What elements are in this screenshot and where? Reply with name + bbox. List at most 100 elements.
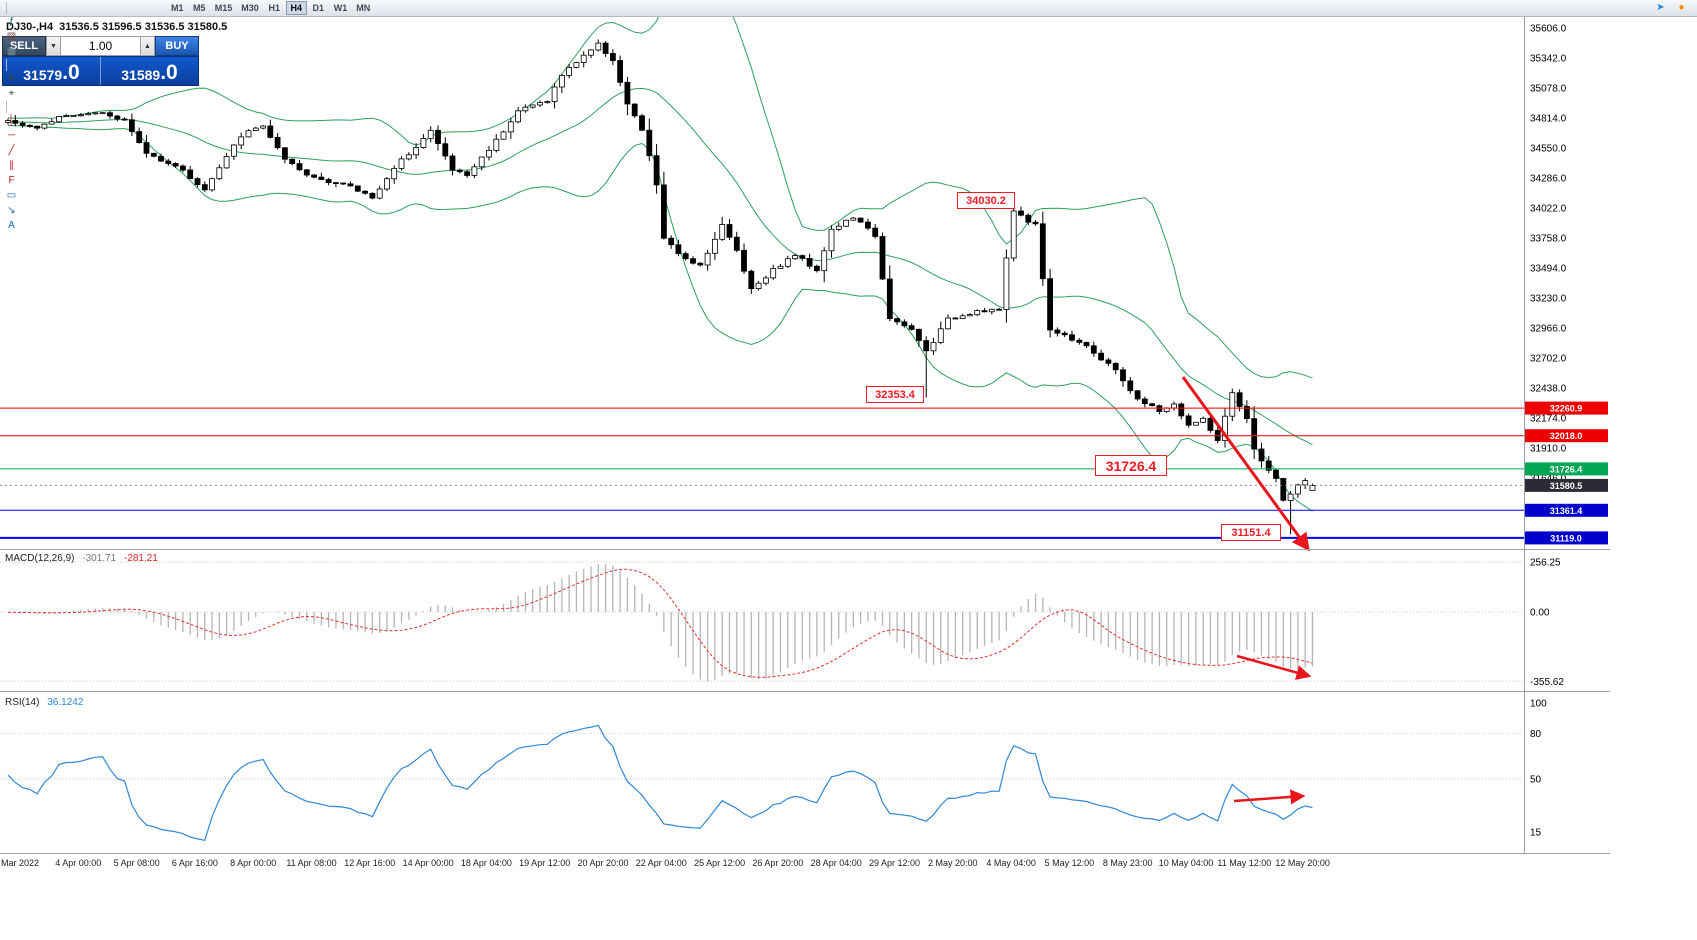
fibonacci-icon[interactable]: F xyxy=(8,174,15,186)
sell-button[interactable]: SELL xyxy=(2,36,46,56)
one-click-trading-panel: SELL ▼ ▲ BUY 31579 .0 31589 .0 xyxy=(2,36,199,86)
timeframe-button-m1[interactable]: M1 xyxy=(170,3,184,13)
candle-body xyxy=(595,42,602,51)
timeframe-button-m5[interactable]: M5 xyxy=(192,3,206,13)
trade-panel-controls: SELL ▼ ▲ BUY xyxy=(2,36,199,56)
candle-body xyxy=(354,185,361,192)
price-annotation[interactable]: 32353.4 xyxy=(866,386,924,403)
price-annotation[interactable]: 34030.2 xyxy=(957,192,1015,209)
candle-body xyxy=(281,147,288,160)
candle-body xyxy=(690,258,696,264)
candle-body xyxy=(1039,223,1046,280)
trendline-icon[interactable]: ╱ xyxy=(8,144,15,156)
arrow-object-icon[interactable]: ↘ xyxy=(7,204,16,216)
candle-body xyxy=(1083,341,1090,347)
horizontal-line-icon[interactable]: ─ xyxy=(7,129,16,141)
candle-body xyxy=(311,174,318,178)
level-lines: 32260.9 32018.0 31726.4 31580.5 31361.4 31119… xyxy=(0,401,1608,545)
candle-body xyxy=(325,179,332,183)
candle-body xyxy=(908,325,915,330)
candle-body xyxy=(952,317,959,320)
timeframe-button-m30[interactable]: M30 xyxy=(241,3,259,13)
templates-icon[interactable]: ▨ xyxy=(6,30,17,42)
channel-icon[interactable]: ∥ xyxy=(9,159,14,171)
macd-main-value: -301.71 xyxy=(82,553,117,564)
lot-size-input[interactable] xyxy=(61,36,140,56)
candle-body xyxy=(646,129,653,157)
candle-body xyxy=(1047,278,1053,331)
toolbar-left-group: ⊞▤✚新订单▥▣◈▦▶自动交易|||▮∿⊕⊖ƒ▨▦➤⌖│─╱∥F▭↘A xyxy=(3,0,66,233)
price-annotation[interactable]: 31151.4 xyxy=(1221,524,1281,541)
trend-arrow[interactable] xyxy=(1181,376,1310,552)
candle-body xyxy=(1003,257,1010,310)
timeframe-button-d1[interactable]: D1 xyxy=(312,3,324,13)
bollinger-lower-band xyxy=(7,125,1313,512)
candle-body xyxy=(704,252,711,266)
candle-body xyxy=(1302,480,1309,486)
crosshair-icon[interactable]: ⌖ xyxy=(8,87,15,99)
candle-body xyxy=(78,114,84,117)
candle-body xyxy=(930,342,937,352)
candle-body xyxy=(835,225,842,230)
candle-body xyxy=(916,328,922,341)
candle-body xyxy=(486,149,492,158)
time-axis[interactable]: Mar 2022 4 Apr 00:00 5 Apr 08:00 6 Apr 16:0… xyxy=(1,858,1330,868)
vertical-line-icon[interactable]: │ xyxy=(8,114,15,126)
lot-decrease-button[interactable]: ▼ xyxy=(46,36,61,56)
timeframe-button-w1[interactable]: W1 xyxy=(333,3,348,13)
candle-body xyxy=(1244,406,1250,420)
trend-arrow[interactable] xyxy=(1236,654,1312,680)
candle-body xyxy=(267,125,274,138)
candle-body xyxy=(544,101,551,103)
candle-body xyxy=(1236,392,1243,407)
candle-body xyxy=(187,169,194,180)
price-axis-label: 35342.0 xyxy=(1530,54,1567,65)
sell-price[interactable]: 31579 .0 xyxy=(3,57,101,85)
sell-price-main: 31579 xyxy=(23,66,63,83)
timeframe-button-mn[interactable]: MN xyxy=(356,3,371,13)
price-tag xyxy=(1525,401,1608,415)
candle-body xyxy=(1222,415,1228,442)
price-axis-label: 33494.0 xyxy=(1530,264,1567,275)
price-tag-value: 32018.0 xyxy=(1550,431,1583,441)
cursor-icon[interactable]: ➤ xyxy=(7,72,16,84)
candle-body xyxy=(719,224,726,240)
candle-body xyxy=(19,122,26,126)
rsi-axis-label: 50 xyxy=(1530,775,1542,786)
candle-body xyxy=(216,167,223,180)
candle-body xyxy=(1098,352,1104,361)
price-axis-label: 32438.0 xyxy=(1530,384,1567,395)
candle-body xyxy=(1076,339,1083,343)
symbol-period-label: DJ30-,H4 xyxy=(6,21,54,33)
lot-increase-button[interactable]: ▲ xyxy=(140,36,155,56)
price-tag-value: 31361.4 xyxy=(1550,506,1583,516)
price-axis-label: 34814.0 xyxy=(1530,114,1567,125)
grid-icon[interactable]: ▦ xyxy=(6,45,17,57)
candle-body xyxy=(879,236,886,280)
notifications-icon[interactable]: ● xyxy=(1678,2,1685,13)
price-annotation[interactable]: 31726.4 xyxy=(1095,455,1167,476)
chat-icon[interactable]: ➤ xyxy=(1656,2,1665,13)
candle-body xyxy=(121,118,128,121)
timeframe-button-h1[interactable]: H1 xyxy=(268,3,280,13)
rsi-axis-label: 15 xyxy=(1530,828,1542,839)
buy-price[interactable]: 31589 .0 xyxy=(101,57,198,85)
candle-body xyxy=(391,167,398,180)
shapes-icon[interactable]: ▭ xyxy=(6,189,17,201)
candle-body xyxy=(362,190,369,194)
timeframe-button-m15[interactable]: M15 xyxy=(214,3,233,13)
text-object-icon[interactable]: A xyxy=(8,219,15,231)
candle-body xyxy=(427,129,434,139)
candle-body xyxy=(996,308,1002,311)
indicators-icon[interactable]: ƒ xyxy=(8,15,15,27)
time-axis-label: 10 May 04:00 xyxy=(1159,858,1214,868)
candle-body xyxy=(1200,417,1206,423)
candle-body xyxy=(573,62,580,68)
trend-arrow[interactable] xyxy=(1233,789,1306,805)
timeframe-button-h4[interactable]: H4 xyxy=(285,1,307,15)
candle-body xyxy=(1273,469,1279,479)
time-axis-label: 14 Apr 00:00 xyxy=(403,858,454,868)
buy-button[interactable]: BUY xyxy=(155,36,199,56)
candle-body xyxy=(274,136,281,149)
